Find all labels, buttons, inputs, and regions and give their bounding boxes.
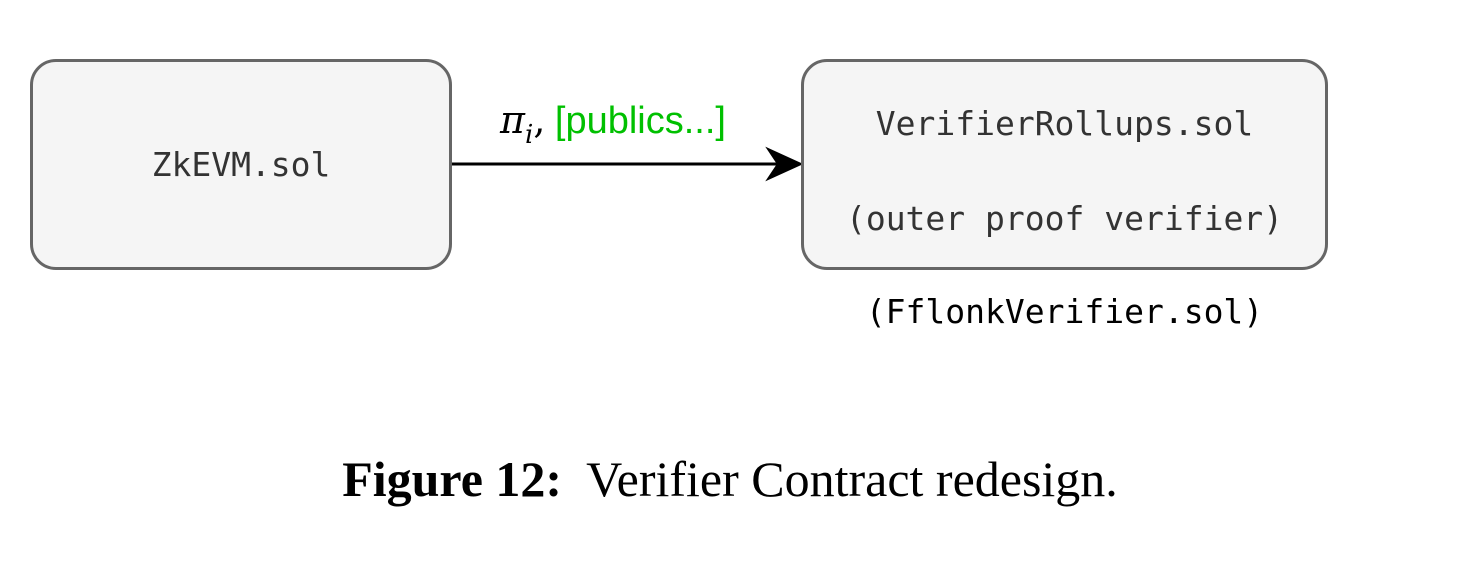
- verifier-rollups-subtitle: (outer proof verifier): [845, 199, 1284, 238]
- pi-subscript: i: [524, 120, 534, 150]
- zkevm-contract-node: ZkEVM.sol: [30, 59, 452, 270]
- figure-label: Figure 12:: [342, 451, 563, 507]
- edge-label-separator: ,: [533, 98, 546, 142]
- figure-caption-text: Verifier Contract redesign.: [586, 451, 1118, 507]
- zkevm-contract-label: ZkEVM.sol: [151, 145, 331, 184]
- fflonk-verifier-caption: (FflonkVerifier.sol): [865, 292, 1264, 331]
- edge-arrowhead: [765, 146, 804, 182]
- verifier-rollups-node: VerifierRollups.sol (outer proof verifie…: [801, 59, 1328, 270]
- publics-label: [publics...]: [554, 100, 726, 142]
- edge-label: πi, [publics...]: [500, 98, 726, 150]
- figure-caption: Figure 12: Verifier Contract redesign.: [0, 450, 1460, 508]
- verifier-rollups-title: VerifierRollups.sol: [875, 104, 1254, 143]
- pi-symbol: πi: [500, 98, 534, 150]
